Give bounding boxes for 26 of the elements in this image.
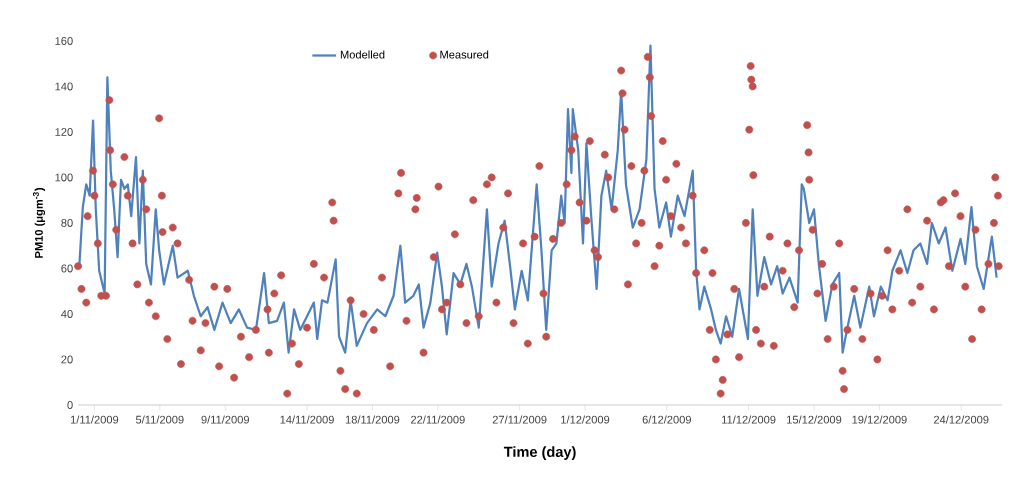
x-tick-label: 1/12/2009 [561, 415, 610, 424]
x-tick-label: 1/11/2009 [70, 415, 119, 424]
x-tick-label: 24/12/2009 [933, 415, 989, 424]
x-tick-label: 19/12/2009 [852, 415, 907, 424]
y-tick-label: 100 [55, 173, 73, 182]
y-tick-label: 0 [67, 401, 73, 409]
legend-label: Modelled [340, 50, 385, 59]
y-tick-label: 20 [61, 355, 73, 364]
x-tick-label: 18/11/2009 [345, 415, 400, 424]
y-tick-label: 80 [61, 219, 73, 227]
x-tick-label: 15/12/2009 [787, 415, 842, 424]
legend-label: Measured [440, 50, 489, 59]
x-tick-label: 9/11/2009 [201, 415, 250, 424]
x-tick-label: 14/11/2009 [280, 415, 334, 424]
x-tick-label: 11/12/2009 [722, 415, 776, 424]
y-tick-label: 120 [55, 128, 73, 136]
x-axis-title: Time (day) [503, 446, 576, 460]
y-tick-label: 160 [55, 37, 73, 45]
x-tick-label: 6/12/2009 [642, 415, 691, 424]
x-tick-label: 22/11/2009 [411, 415, 465, 424]
y-tick-label: 60 [61, 264, 73, 273]
y-axis-title: PM10 (μgm$^{-3}$) [32, 188, 46, 258]
x-tick-label: 5/11/2009 [135, 415, 184, 424]
y-tick-label: 140 [55, 82, 73, 91]
y-tick-label: 40 [61, 310, 73, 318]
x-tick-label: 27/11/2009 [492, 415, 547, 424]
